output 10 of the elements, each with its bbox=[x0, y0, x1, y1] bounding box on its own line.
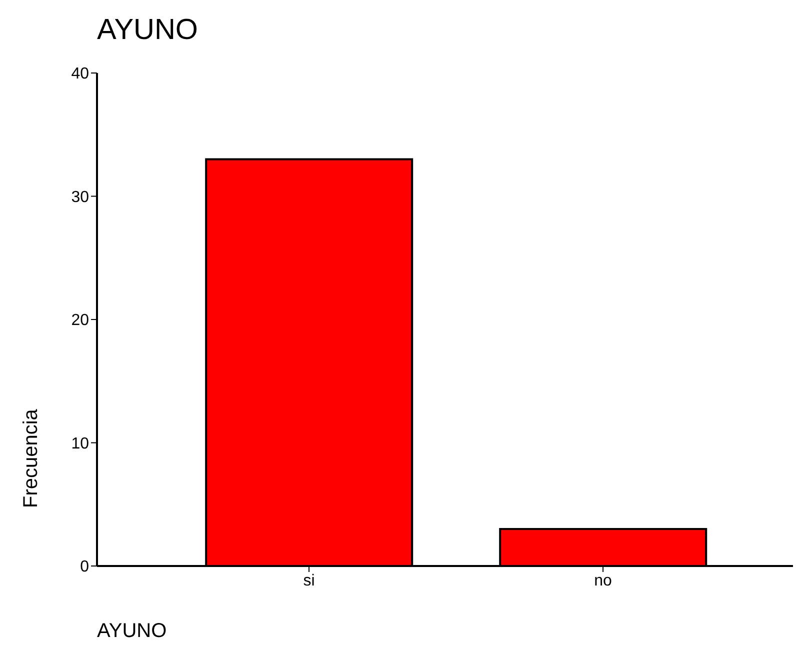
chart-title: AYUNO bbox=[97, 14, 198, 47]
y-tick-label: 20 bbox=[71, 312, 90, 330]
y-tick-label: 30 bbox=[71, 188, 90, 206]
x-axis-title: AYUNO bbox=[97, 620, 167, 643]
y-tick-label: 10 bbox=[71, 435, 90, 452]
y-tick-label: 0 bbox=[80, 558, 90, 576]
x-tick-label: si bbox=[303, 572, 315, 590]
y-axis-title: Frecuencia bbox=[20, 409, 43, 508]
y-tick-label: 40 bbox=[71, 66, 90, 83]
x-tick-label: no bbox=[594, 572, 612, 590]
